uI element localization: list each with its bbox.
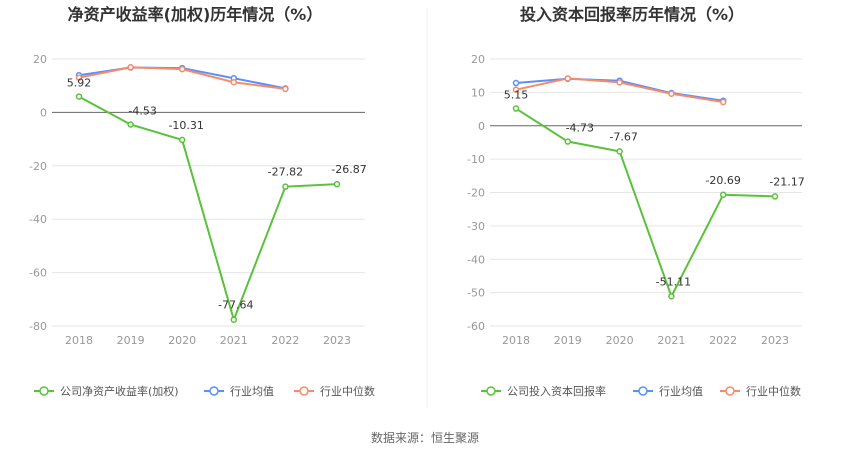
data-label: -4.53 — [128, 104, 156, 117]
data-label: -27.82 — [268, 166, 303, 179]
data-label: 5.15 — [504, 89, 529, 102]
legend-marker-icon — [209, 386, 219, 396]
data-label: -7.67 — [609, 130, 637, 143]
data-point — [719, 191, 727, 199]
chart-title: 净资产收益率(加权)历年情况（%） — [68, 5, 323, 24]
y-tick-label: -80 — [29, 320, 47, 333]
data-label: -77.64 — [218, 299, 253, 312]
data-label: -21.17 — [769, 175, 804, 188]
x-tick-label: 2022 — [271, 334, 299, 347]
y-tick-label: 10 — [471, 86, 485, 99]
data-point — [333, 180, 341, 188]
x-tick-label: 2019 — [117, 334, 145, 347]
x-tick-label: 2021 — [220, 334, 248, 347]
data-point — [178, 65, 186, 73]
legend-marker-icon — [486, 386, 496, 396]
x-tick-label: 2023 — [323, 334, 351, 347]
data-point — [178, 136, 186, 144]
data-point — [512, 105, 520, 112]
legend-marker-icon — [299, 386, 309, 396]
y-tick-label: -30 — [467, 220, 485, 233]
legend-label: 公司投入资本回报率 — [507, 384, 606, 398]
data-label: -20.69 — [705, 174, 740, 187]
legend-label: 行业均值 — [659, 385, 703, 398]
data-point — [564, 75, 572, 82]
data-label: -10.31 — [168, 119, 203, 132]
legend-item[interactable]: 行业均值 — [204, 385, 274, 398]
data-point — [771, 193, 779, 200]
data-point — [616, 148, 623, 155]
data-point — [127, 64, 134, 71]
data-point — [512, 79, 520, 87]
x-tick-label: 2023 — [761, 334, 789, 347]
y-tick-label: -10 — [467, 153, 485, 166]
x-tick-label: 2020 — [168, 334, 196, 347]
legend-item[interactable]: 公司净资产收益率(加权) — [34, 384, 179, 398]
legend-label: 公司净资产收益率(加权) — [60, 384, 179, 398]
legend-item[interactable]: 行业中位数 — [294, 384, 375, 398]
legend-item[interactable]: 行业中位数 — [720, 384, 801, 398]
x-tick-label: 2018 — [65, 334, 93, 347]
y-tick-label: 0 — [40, 106, 47, 119]
data-point — [230, 316, 238, 323]
data-label: 5.92 — [67, 77, 92, 90]
legend-label: 行业均值 — [230, 385, 274, 398]
data-point — [668, 293, 675, 300]
legend-marker-icon — [39, 386, 49, 396]
legend-label: 行业中位数 — [320, 384, 375, 398]
data-point — [668, 90, 675, 97]
data-point — [512, 86, 520, 93]
legend-item[interactable]: 公司投入资本回报率 — [481, 384, 606, 398]
y-tick-label: -60 — [29, 267, 47, 280]
data-point — [127, 121, 134, 128]
y-tick-label: 0 — [478, 120, 485, 133]
data-point — [616, 79, 623, 86]
data-label: -26.87 — [331, 163, 366, 176]
data-label: -4.73 — [566, 122, 594, 135]
x-tick-label: 2018 — [502, 334, 530, 347]
y-tick-label: -40 — [29, 213, 47, 226]
y-tick-label: -50 — [467, 287, 485, 300]
roic-chart-panel: 投入资本回报率历年情况（%） 20 10 0 -10 -20 -30 -40 -50 -60 20… — [467, 5, 805, 398]
data-point — [719, 98, 727, 106]
data-source-label: 数据来源：恒生聚源 — [371, 430, 479, 445]
y-tick-label: -20 — [467, 187, 485, 200]
roe-chart-panel: 净资产收益率(加权)历年情况（%） 20 0 -20 -40 -60 -80 2018 201… — [29, 5, 375, 398]
x-tick-label: 2019 — [554, 334, 582, 347]
data-point — [282, 85, 289, 93]
legend-marker-icon — [638, 386, 648, 396]
data-point — [282, 183, 289, 190]
y-tick-label: 20 — [33, 53, 47, 66]
x-tick-label: 2022 — [709, 334, 737, 347]
y-tick-label: 20 — [471, 53, 485, 66]
legend-item[interactable]: 行业均值 — [633, 385, 703, 398]
x-tick-label: 2021 — [657, 334, 685, 347]
data-point — [75, 74, 83, 81]
y-tick-label: -40 — [467, 253, 485, 266]
series-line — [78, 95, 338, 323]
y-tick-label: -20 — [29, 160, 47, 173]
x-tick-label: 2020 — [606, 334, 634, 347]
chart-title: 投入资本回报率历年情况（%） — [520, 5, 744, 24]
series-line — [515, 107, 776, 299]
data-point — [230, 78, 238, 86]
data-point — [564, 138, 572, 145]
data-point — [75, 93, 83, 100]
y-tick-label: -60 — [467, 320, 485, 333]
legend-label: 行业中位数 — [746, 384, 801, 398]
data-label: -51.11 — [656, 275, 691, 288]
legend-marker-icon — [725, 386, 735, 396]
